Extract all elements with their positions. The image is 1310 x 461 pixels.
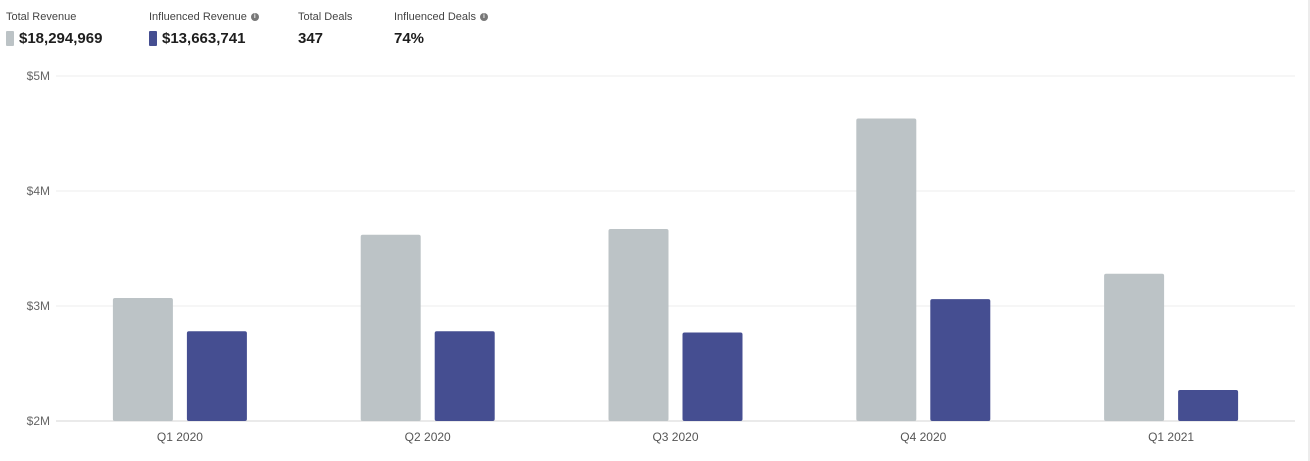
kpi-label: Influenced Revenue i	[149, 10, 259, 24]
kpi-label: Total Deals	[298, 11, 353, 23]
x-tick-label: Q4 2020	[900, 430, 946, 444]
x-tick-label: Q3 2020	[652, 430, 698, 444]
bar-influenced-revenue	[1178, 389, 1239, 421]
x-tick-label: Q1 2021	[1148, 430, 1194, 444]
bar-total-revenue	[360, 234, 421, 421]
kpi-label: Total Revenue	[6, 11, 77, 23]
bar-total-revenue	[856, 118, 917, 422]
kpi-influenced-revenue: Influenced Revenue i $13,663,741	[149, 10, 259, 48]
x-tick-label: Q2 2020	[405, 430, 451, 444]
bar-influenced-revenue	[930, 299, 991, 421]
kpi-value: 74%	[394, 29, 425, 47]
kpi-value: $13,663,741	[149, 28, 259, 48]
kpi-value: $18,294,969	[6, 28, 102, 48]
panel-edge	[1308, 0, 1310, 461]
y-tick-label: $3M	[27, 299, 50, 313]
y-tick-label: $4M	[27, 184, 50, 198]
y-tick-label: $2M	[27, 414, 50, 428]
kpi-influenced-deals: Influenced Deals i 74%	[394, 10, 488, 48]
kpi-label: Influenced Deals i	[394, 10, 488, 24]
kpi-value: 347	[298, 29, 324, 47]
bar-total-revenue	[608, 228, 669, 421]
kpi-total-deals: Total Deals 347	[298, 10, 352, 48]
x-tick-label: Q1 2020	[157, 430, 203, 444]
y-tick-label: $5M	[27, 69, 50, 83]
bar-influenced-revenue	[186, 331, 247, 421]
bar-total-revenue	[1104, 273, 1165, 421]
bar-influenced-revenue	[434, 331, 495, 421]
legend-swatch-influenced-revenue	[149, 30, 157, 46]
legend-swatch-total-revenue	[6, 30, 14, 46]
bar-total-revenue	[112, 297, 173, 421]
info-icon[interactable]: i	[479, 13, 488, 21]
bar-influenced-revenue	[682, 332, 743, 421]
info-icon[interactable]: i	[250, 13, 259, 21]
kpi-total-revenue: Total Revenue $18,294,969	[6, 10, 102, 48]
